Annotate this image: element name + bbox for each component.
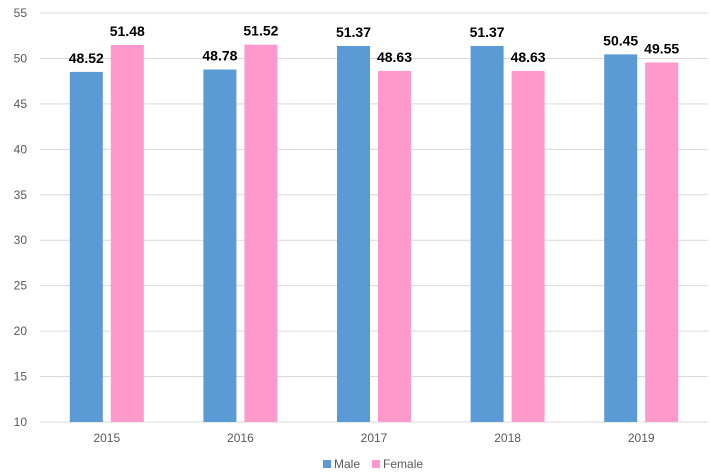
x-axis-ticks: 2015 2016 2017 2018 2019 (93, 431, 654, 445)
data-labels: 48.52 51.48 48.78 51.52 51.37 48.63 51.37 48.63… (69, 23, 680, 66)
x-tick-label: 2019 (628, 431, 655, 445)
bar-male-2016 (203, 69, 237, 422)
y-tick-label: 35 (14, 188, 28, 202)
x-tick-label: 2017 (361, 431, 388, 445)
data-label: 51.48 (110, 23, 145, 39)
x-tick-label: 2016 (227, 431, 254, 445)
y-tick-label: 55 (14, 6, 28, 20)
bar-male-2018 (470, 45, 504, 422)
y-tick-label: 25 (14, 279, 28, 293)
bars (69, 44, 679, 423)
legend-label-female: Female (383, 457, 423, 471)
y-tick-label: 40 (14, 142, 28, 156)
bar-female-2017 (378, 70, 411, 422)
bar-female-2016 (244, 44, 278, 422)
y-tick-label: 50 (14, 51, 28, 65)
legend-swatch-male (323, 460, 331, 468)
x-tick-label: 2015 (93, 431, 120, 445)
y-tick-label: 15 (14, 370, 28, 384)
data-label: 51.37 (336, 24, 371, 40)
data-label: 48.63 (511, 49, 546, 65)
bar-male-2019 (604, 54, 638, 423)
bar-male-2015 (69, 71, 103, 422)
y-axis-ticks: 10 15 20 25 30 35 40 45 50 55 (14, 6, 28, 429)
bar-male-2017 (337, 45, 370, 422)
x-tick-label: 2018 (494, 431, 521, 445)
y-tick-label: 10 (14, 415, 28, 429)
gridlines (40, 12, 708, 423)
data-label: 50.45 (603, 32, 638, 48)
y-tick-label: 20 (14, 324, 28, 338)
data-label: 48.78 (202, 48, 237, 64)
legend-swatch-female (372, 460, 381, 468)
legend-label-male: Male (334, 457, 360, 471)
bar-female-2018 (511, 70, 545, 422)
data-label: 49.55 (644, 41, 679, 57)
data-label: 48.52 (69, 50, 104, 66)
data-label: 48.63 (377, 49, 412, 65)
data-label: 51.37 (470, 24, 505, 40)
data-label: 51.52 (243, 23, 278, 39)
bar-female-2019 (645, 62, 679, 422)
y-tick-label: 30 (14, 233, 28, 247)
bar-female-2015 (110, 44, 144, 422)
y-tick-label: 45 (14, 97, 28, 111)
legend: Male Female (323, 457, 423, 471)
